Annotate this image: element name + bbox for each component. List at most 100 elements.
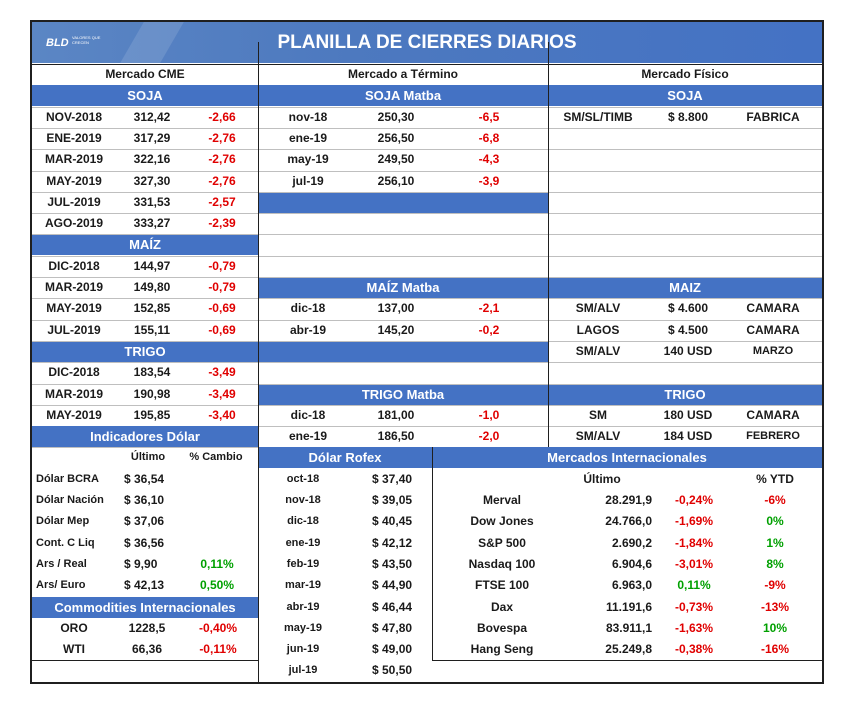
physical-price: $ 4.500 [667, 322, 709, 337]
contract-month: MAY-2019 [46, 301, 102, 316]
contract-change: -3,49 [208, 386, 236, 401]
commodity-value: 66,36 [131, 642, 163, 657]
futures-change: -2,1 [478, 301, 500, 316]
index-ytd: -13% [760, 599, 789, 614]
rofex-month: abr-19 [286, 600, 320, 613]
column-header-cambio: % Cambio [189, 451, 243, 464]
row-divider [32, 213, 822, 215]
row-divider [32, 191, 822, 193]
index-name: Merval [482, 493, 522, 507]
rofex-price: $ 49,00 [372, 642, 413, 657]
futures-price: 256,10 [377, 173, 415, 188]
futures-price: 249,50 [377, 152, 415, 167]
rofex-price: $ 37,40 [372, 471, 413, 486]
section-header-dolar: Indicadores Dólar [32, 426, 258, 448]
section-header-fisico-trigo: TRIGO [548, 383, 822, 405]
commodity-change: -0,11% [199, 642, 237, 657]
contract-change: -0,69 [208, 322, 236, 337]
contract-change: -2,76 [208, 173, 236, 188]
futures-price: 256,50 [377, 130, 415, 145]
rofex-month: jun-19 [286, 643, 320, 656]
section-header-internacionales: Mercados Internacionales [432, 447, 822, 469]
contract-change: -0,79 [208, 258, 236, 273]
futures-price: 181,00 [377, 407, 415, 422]
section-header-rofex: Dólar Rofex [258, 447, 432, 469]
contract-change: -3,49 [208, 365, 236, 380]
section-header-cme-maiz: MAÍZ [32, 234, 258, 256]
section-header-fisico-soja: SOJA [548, 85, 822, 107]
column-divider [258, 42, 259, 448]
column-header-ultimo-intl: Último [583, 471, 621, 486]
index-value: 25.249,8 [605, 642, 652, 657]
physical-location: SM/ALV [575, 301, 621, 316]
index-change: -3,01% [674, 556, 714, 571]
rofex-price: $ 39,05 [372, 493, 413, 507]
fx-indicator-name: Dólar BCRA [36, 472, 99, 485]
rofex-month: feb-19 [286, 557, 320, 570]
row-divider [32, 383, 822, 385]
futures-month: ene-19 [288, 429, 328, 444]
index-value: 11.191,6 [605, 599, 652, 614]
rofex-month: mar-19 [284, 579, 322, 592]
futures-change: -2,0 [478, 429, 500, 444]
fx-indicator-change: 0,11% [200, 556, 234, 571]
contract-change: -2,39 [208, 216, 236, 231]
physical-price: $ 8.800 [667, 109, 709, 124]
rofex-price: $ 47,80 [372, 620, 413, 635]
physical-location: LAGOS [576, 322, 620, 337]
futures-change: -0,2 [478, 322, 500, 337]
index-change: -1,69% [674, 514, 714, 529]
blue-filler [258, 340, 548, 363]
commodity-change: -0,40% [198, 620, 238, 635]
futures-month: dic-18 [290, 301, 326, 316]
column-header-fisico: Mercado Físico [548, 64, 822, 85]
contract-price: 190,98 [133, 386, 171, 401]
physical-buyer: FEBRERO [746, 430, 800, 443]
futures-change: -1,0 [478, 407, 500, 422]
contract-price: 144,97 [133, 258, 171, 273]
futures-month: abr-19 [289, 322, 327, 337]
contract-month: MAR-2019 [44, 152, 104, 167]
fx-indicator-name: Ars / Real [36, 557, 87, 570]
physical-location: SM/SL/TIMB [563, 109, 633, 124]
contract-price: 327,30 [133, 173, 171, 188]
fx-indicator-value: $ 36,56 [124, 535, 165, 550]
index-ytd: 0% [766, 514, 784, 529]
futures-change: -3,9 [478, 173, 500, 188]
rofex-month: nov-18 [285, 494, 321, 506]
section-header-matba-trigo: TRIGO Matba [258, 383, 548, 405]
title-banner: BLD VALORES QUE CRECEN PLANILLA DE CIERR… [32, 22, 822, 63]
fx-indicator-name: Dólar Nación [36, 494, 104, 506]
section-header-matba-maiz: MAÍZ Matba [258, 277, 548, 298]
rofex-month: may-19 [284, 621, 322, 634]
contract-price: 152,85 [133, 301, 171, 316]
index-ytd: 10% [762, 620, 788, 635]
futures-change: -6,5 [478, 109, 500, 124]
column-divider [258, 426, 259, 682]
index-name: Bovespa [476, 620, 528, 635]
section-header-matba-soja: SOJA Matba [258, 85, 548, 107]
physical-location: SM [589, 407, 607, 422]
index-name: S&P 500 [478, 535, 526, 550]
index-ytd: 1% [766, 535, 784, 550]
contract-month: DIC-2018 [48, 365, 100, 380]
column-header-ytd: % YTD [756, 471, 794, 486]
contract-change: -0,79 [208, 280, 236, 294]
row-divider [32, 106, 822, 108]
futures-month: ene-19 [288, 130, 328, 145]
rofex-price: $ 44,90 [372, 578, 413, 593]
futures-price: 250,30 [377, 109, 415, 124]
contract-month: MAR-2019 [44, 280, 104, 294]
contract-month: JUL-2019 [47, 322, 101, 337]
physical-buyer: CAMARA [746, 407, 800, 422]
contract-change: -3,40 [208, 407, 236, 422]
contract-month: DIC-2018 [48, 258, 100, 273]
bld-logo: BLD VALORES QUE CRECEN [46, 33, 100, 51]
row-divider [32, 340, 822, 342]
commodity-name: WTI [63, 642, 85, 657]
row-divider [32, 660, 258, 662]
section-header-cme-trigo: TRIGO [32, 340, 258, 362]
index-value: 24.766,0 [605, 514, 652, 529]
contract-price: 333,27 [133, 216, 171, 231]
contract-price: 195,85 [133, 407, 171, 422]
